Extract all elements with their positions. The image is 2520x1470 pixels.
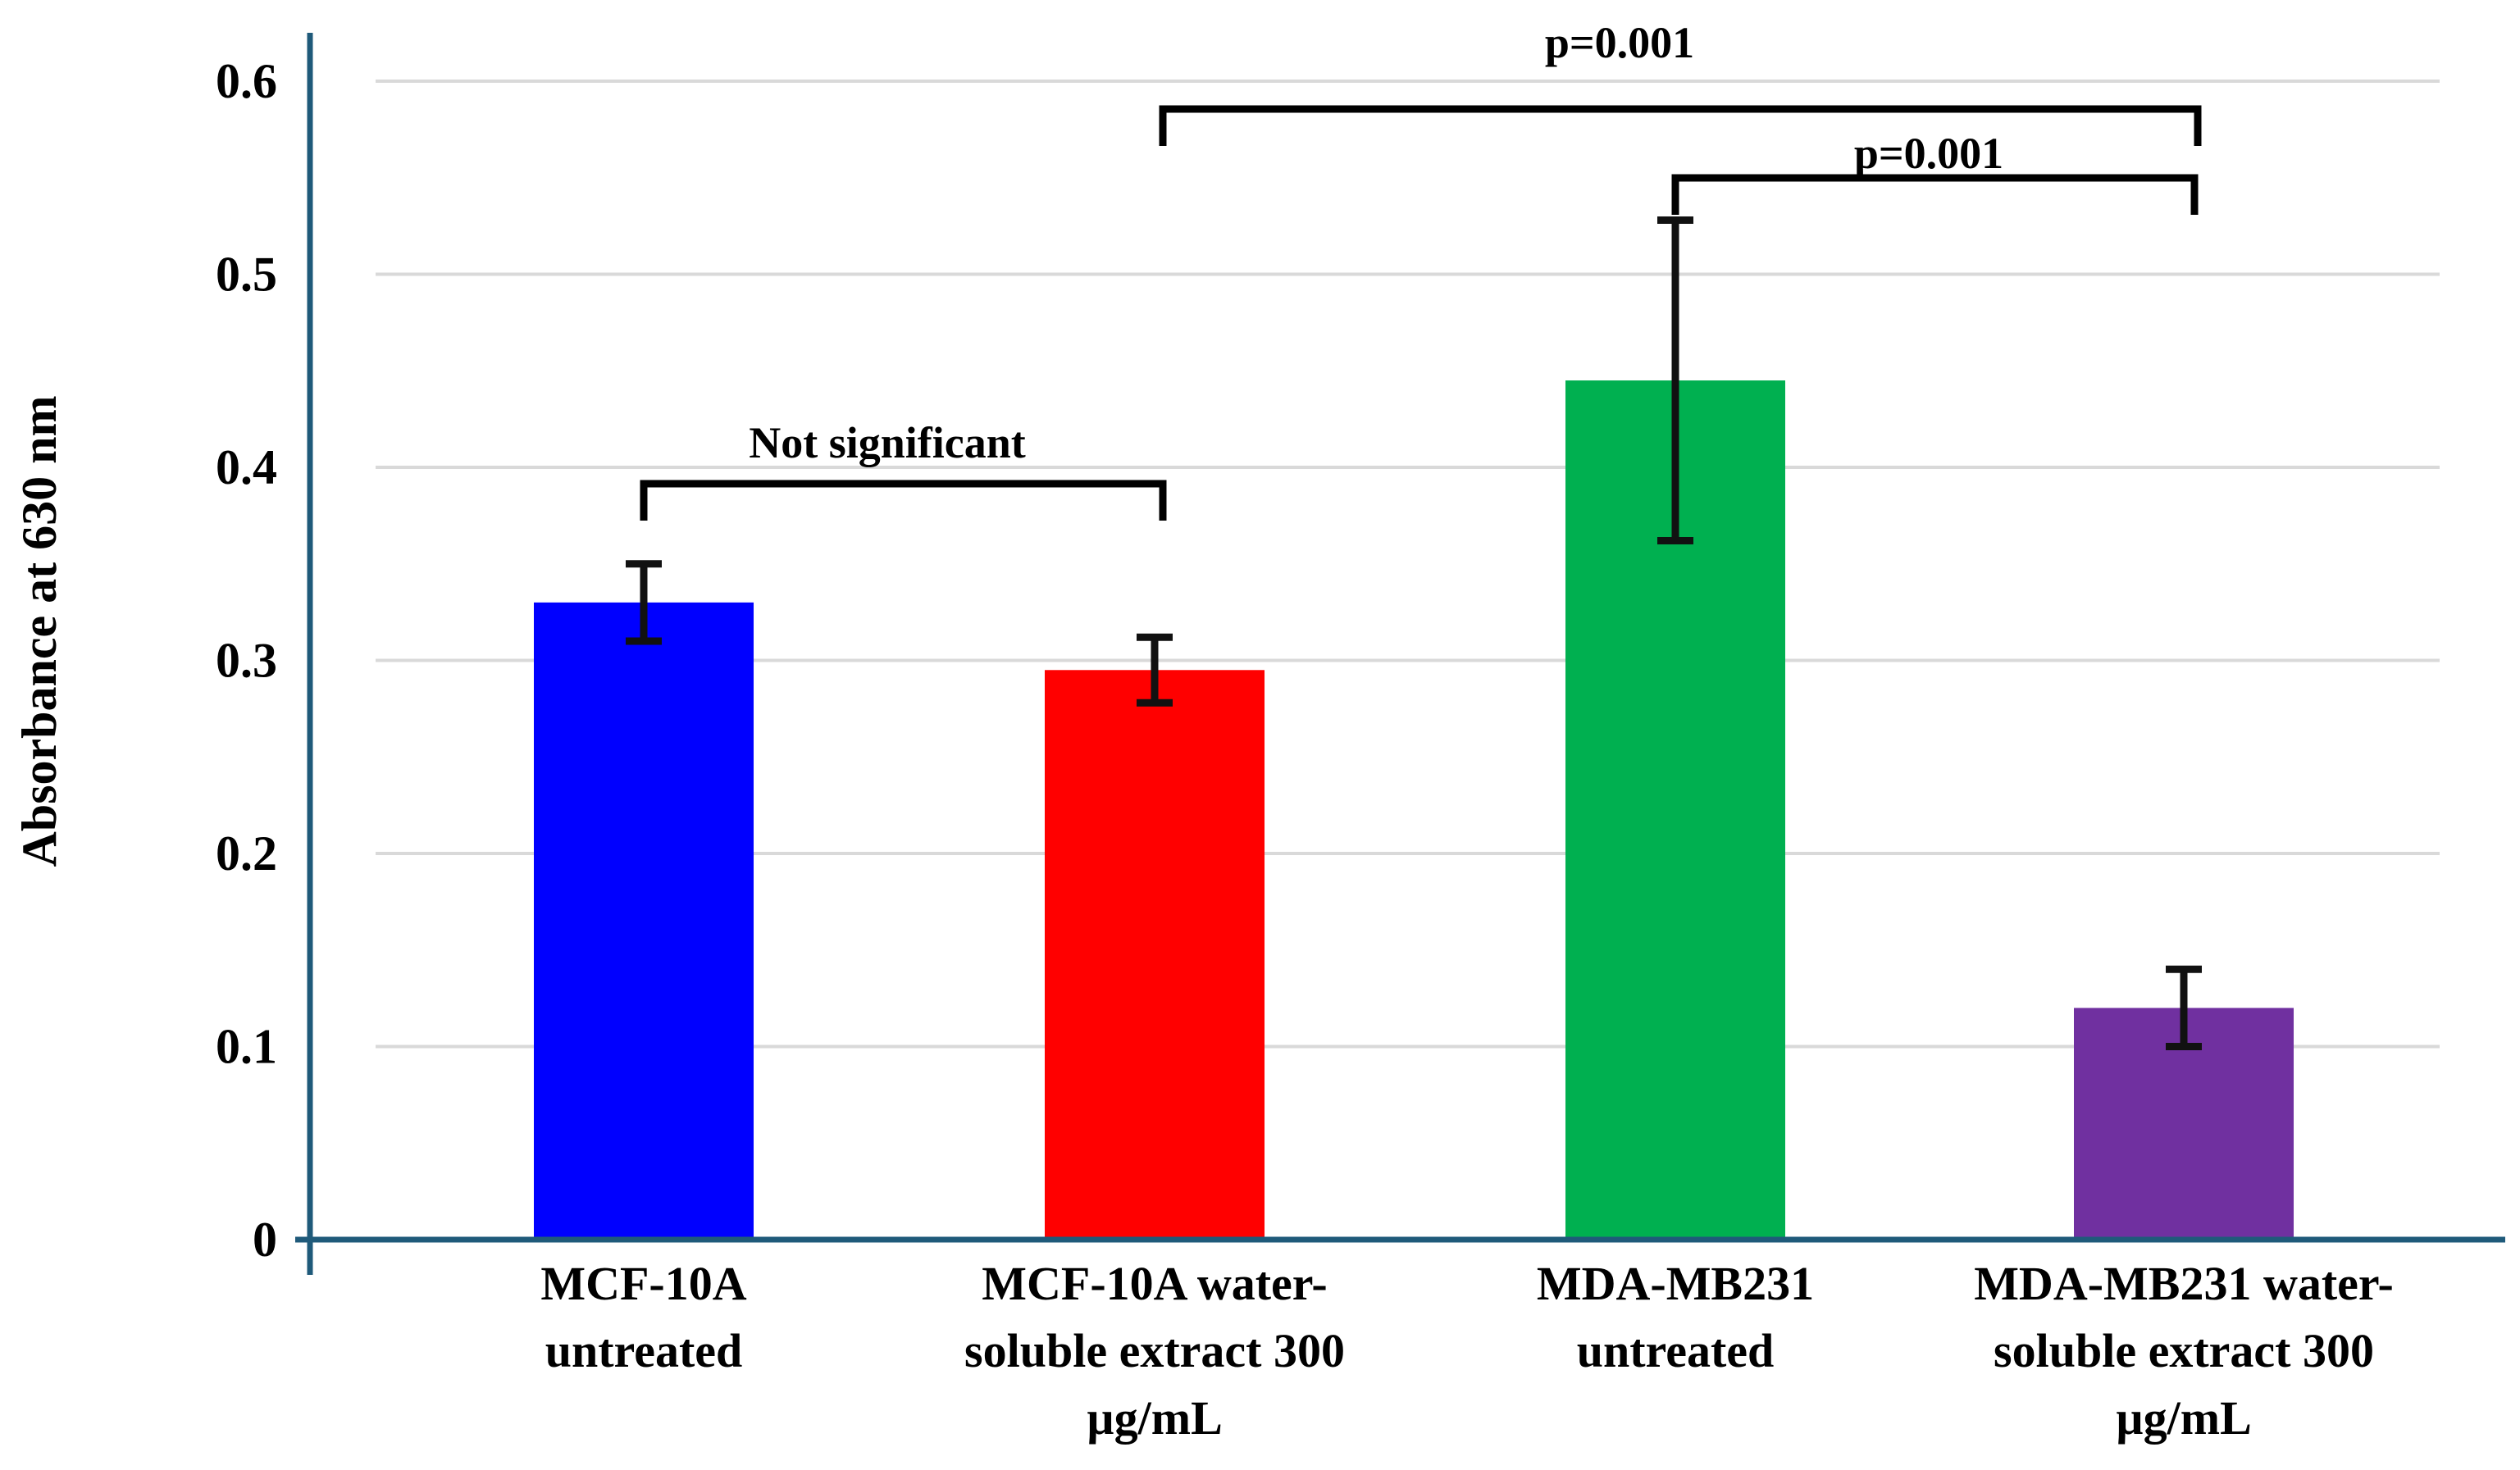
bar [1045, 670, 1265, 1240]
category-label-line: soluble extract 300 [964, 1324, 1345, 1377]
category-label: MDA-MB231 untreated [1537, 1257, 1814, 1377]
category-label: MCF-10A untreated [540, 1257, 746, 1377]
category-label-line: MCF-10A [540, 1257, 746, 1310]
y-axis-title: Absorbance at 630 nm [12, 395, 66, 867]
y-tick-label: 0.1 [216, 1020, 277, 1074]
category-label-line: MDA-MB231 water- [1974, 1257, 2394, 1310]
category-label: MCF-10A water-soluble extract 300 µg/mL [964, 1257, 1345, 1445]
category-label-line: soluble extract 300 [1994, 1324, 2374, 1377]
significance-annotations: Not significant p=0.001 p=0.001 [640, 18, 2202, 521]
significance-bracket: p=0.001 [1671, 129, 2199, 215]
category-label-line: untreated [545, 1324, 743, 1377]
significance-label: p=0.001 [1545, 18, 1694, 67]
bar [534, 602, 754, 1240]
significance-bracket: p=0.001 [1159, 18, 2202, 146]
error-bar [626, 560, 662, 645]
error-bar [2166, 965, 2202, 1050]
category-label-line: µg/mL [2116, 1391, 2252, 1445]
category-labels: MCF-10A untreated MCF-10A water-soluble ex… [540, 1257, 2393, 1445]
category-label: MDA-MB231 water-soluble extract 300 µg/mL [1974, 1257, 2394, 1445]
y-tick-label: 0 [253, 1213, 277, 1267]
bars [534, 380, 2294, 1240]
category-label-line: untreated [1577, 1324, 1775, 1377]
significance-bracket: Not significant [640, 418, 1167, 521]
y-tick-label: 0.2 [216, 826, 277, 881]
y-tick-label: 0.3 [216, 634, 277, 688]
axes [295, 33, 2505, 1275]
y-tick-label: 0.6 [216, 54, 277, 108]
category-label-line: MCF-10A water- [982, 1257, 1327, 1310]
significance-label: p=0.001 [1854, 129, 2003, 178]
error-bars [626, 216, 2202, 1050]
error-bar [1137, 633, 1173, 707]
y-tick-labels: 0 0.1 0.2 0.3 0.4 0.5 0.6 [216, 54, 277, 1267]
category-label-line: µg/mL [1087, 1391, 1223, 1445]
y-tick-label: 0.4 [216, 440, 277, 494]
category-label-line: MDA-MB231 [1537, 1257, 1814, 1310]
error-bar [1657, 216, 1693, 544]
significance-label: Not significant [749, 418, 1026, 467]
y-tick-label: 0.5 [216, 248, 277, 302]
